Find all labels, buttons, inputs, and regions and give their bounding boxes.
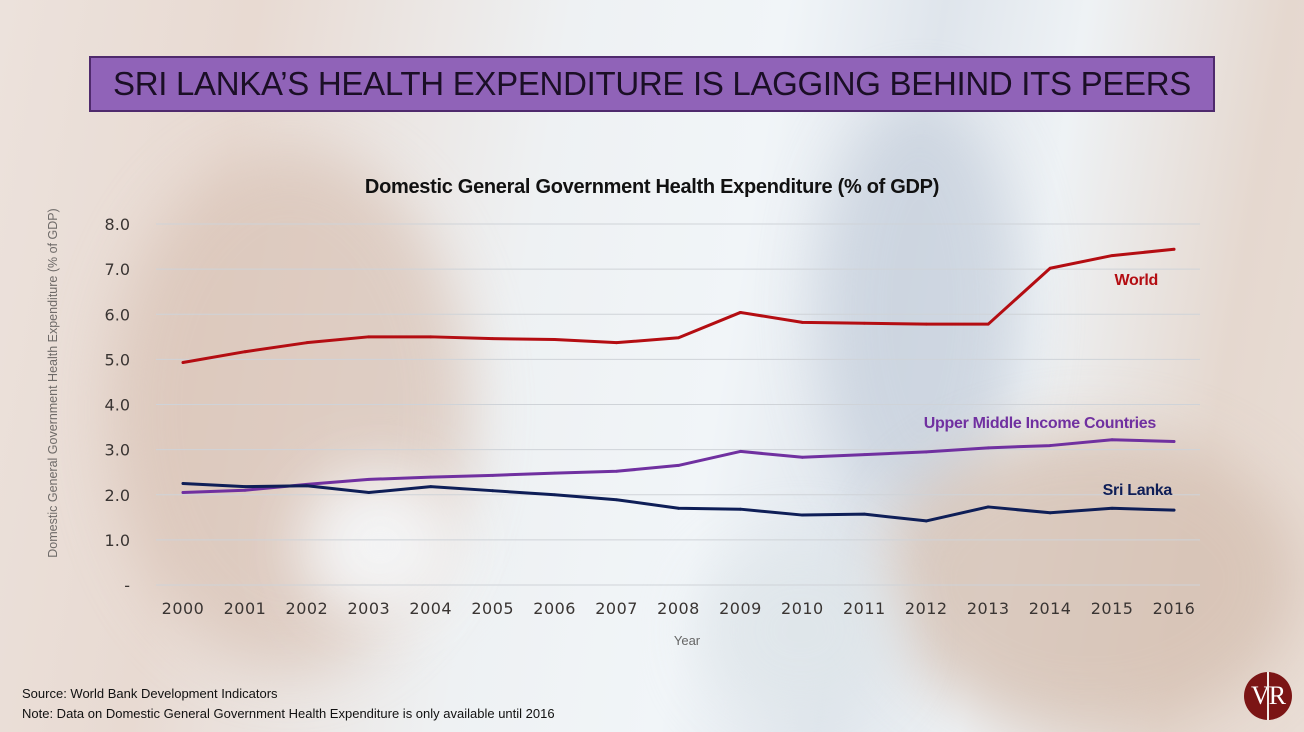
data-point-sri-lanka (739, 507, 742, 511)
data-point-sri-lanka (243, 485, 247, 489)
x-tick-label: 2001 (224, 599, 267, 618)
data-point-sri-lanka (677, 506, 680, 510)
data-point-upper-middle-income (429, 475, 433, 479)
x-tick-label: 2016 (1153, 599, 1196, 618)
x-tick-label: 2011 (843, 599, 886, 618)
x-tick-label: 2013 (967, 599, 1010, 618)
data-point-sri-lanka (615, 498, 618, 502)
data-point-world (1172, 247, 1176, 251)
x-tick-label: 2008 (657, 599, 700, 618)
series-label-world: World (1114, 272, 1158, 289)
x-tick-label: 2003 (347, 599, 390, 618)
y-tick-label: 5.0 (105, 350, 130, 369)
data-point-sri-lanka (924, 519, 928, 523)
y-tick-label: 1.0 (105, 531, 130, 550)
x-tick-label: 2005 (471, 599, 514, 618)
data-point-sri-lanka (429, 485, 433, 489)
x-tick-label: 2015 (1091, 599, 1134, 618)
y-tick-label: 6.0 (105, 305, 130, 324)
data-point-sri-lanka (1172, 508, 1176, 512)
data-point-upper-middle-income (1172, 440, 1176, 443)
series-line-world (181, 247, 1176, 365)
data-point-upper-middle-income (739, 450, 742, 453)
x-tick-label: 2014 (1029, 599, 1072, 618)
series-labels: World Upper Middle Income Countries Sri La… (924, 272, 1173, 499)
x-tick-label: 2004 (409, 599, 452, 618)
data-point-upper-middle-income (677, 464, 680, 467)
vr-logo: VR (1244, 672, 1292, 720)
data-point-world (243, 350, 247, 354)
data-point-world (800, 320, 804, 324)
data-point-world (1110, 254, 1114, 257)
headline-banner: SRI LANKA’S HEALTH EXPENDITURE IS LAGGIN… (89, 56, 1215, 112)
data-point-world (491, 337, 495, 341)
data-point-upper-middle-income (924, 450, 928, 454)
data-point-upper-middle-income (367, 478, 371, 481)
series-label-upper-middle-income: Upper Middle Income Countries (924, 415, 1157, 432)
data-point-sri-lanka (491, 489, 495, 493)
chart-title: Domestic General Government Health Expen… (364, 176, 940, 198)
note-text: Note: Data on Domestic General Governmen… (22, 706, 555, 721)
x-tick-label: 2012 (905, 599, 948, 618)
y-tick-labels: - 1.0 2.0 3.0 4.0 5.0 6.0 7.0 8.0 (105, 215, 130, 595)
data-point-world (986, 322, 990, 326)
y-tick-label: 3.0 (105, 441, 130, 460)
data-point-sri-lanka (1110, 506, 1114, 510)
data-point-sri-lanka (553, 493, 557, 497)
data-point-sri-lanka (1048, 511, 1052, 515)
data-point-world (739, 311, 742, 314)
data-point-sri-lanka (305, 484, 309, 488)
data-point-world (367, 335, 371, 339)
data-point-upper-middle-income (181, 491, 185, 494)
data-point-upper-middle-income (243, 488, 247, 492)
data-point-upper-middle-income (553, 471, 557, 475)
data-point-world (924, 322, 928, 326)
data-point-upper-middle-income (986, 446, 990, 450)
x-axis-label: Year (673, 633, 701, 648)
series-lines (181, 247, 1176, 523)
source-text: Source: World Bank Development Indicator… (22, 686, 278, 701)
data-point-upper-middle-income (862, 453, 866, 456)
data-point-upper-middle-income (1048, 444, 1052, 447)
data-point-sri-lanka (986, 505, 990, 509)
x-tick-label: 2000 (162, 599, 205, 618)
data-point-sri-lanka (800, 513, 804, 517)
x-tick-label: 2006 (533, 599, 576, 618)
y-tick-label: - (124, 576, 130, 595)
data-point-sri-lanka (367, 491, 371, 494)
headline-text: SRI LANKA’S HEALTH EXPENDITURE IS LAGGIN… (113, 65, 1191, 102)
data-point-sri-lanka (862, 512, 866, 516)
y-tick-label: 7.0 (105, 260, 130, 279)
data-point-upper-middle-income (615, 469, 618, 473)
x-tick-label: 2010 (781, 599, 824, 618)
y-tick-label: 8.0 (105, 215, 130, 234)
data-point-upper-middle-income (1110, 438, 1114, 442)
x-tick-labels: 2000 2001 2002 2003 2004 2005 2006 2007 2008 2009… (162, 599, 1196, 618)
x-tick-label: 2002 (286, 599, 329, 618)
y-tick-label: 4.0 (105, 396, 130, 415)
data-point-upper-middle-income (491, 473, 495, 477)
gridlines (156, 223, 1200, 586)
series-line-sri-lanka (181, 481, 1176, 523)
x-tick-label: 2009 (719, 599, 762, 618)
data-point-world (615, 341, 618, 345)
y-tick-label: 2.0 (105, 486, 130, 505)
series-label-sri-lanka: Sri Lanka (1103, 482, 1173, 499)
data-point-world (862, 321, 866, 325)
data-point-world (553, 338, 557, 341)
data-point-upper-middle-income (800, 455, 804, 459)
data-point-world (1048, 266, 1052, 270)
x-tick-label: 2007 (595, 599, 638, 618)
data-point-world (181, 361, 185, 364)
data-point-world (677, 336, 680, 340)
logo-divider (1267, 672, 1269, 720)
data-point-sri-lanka (181, 482, 185, 485)
data-point-world (305, 341, 309, 345)
data-point-world (429, 335, 433, 339)
